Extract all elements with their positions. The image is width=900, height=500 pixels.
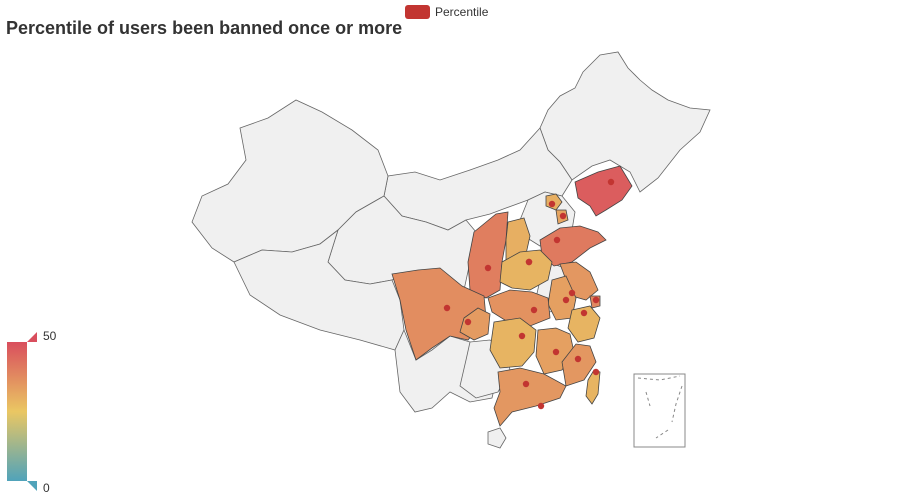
province-taiwan[interactable] [585,369,601,405]
inset-frame [633,373,686,448]
marker-guangdong[interactable] [522,380,530,388]
province-sichuan[interactable] [391,267,487,361]
marker-shanghai[interactable] [592,296,600,304]
region-northeast [539,51,711,193]
marker-beijing[interactable] [548,200,556,208]
region-hainan [487,427,507,449]
marker-jiangxi[interactable] [552,348,560,356]
marker-hubei[interactable] [530,306,538,314]
marker-fujian[interactable] [574,355,582,363]
marker-tianjin[interactable] [559,212,567,220]
marker-hunan[interactable] [518,332,526,340]
province-hubei[interactable] [487,289,551,327]
marker-shaanxi[interactable] [484,264,492,272]
scale-max-handle[interactable] [27,332,37,342]
region-tibet [233,228,405,351]
chart-title: Percentile of users been banned once or … [6,18,403,38]
marker-shandong[interactable] [553,236,561,244]
marker-hong-kong[interactable] [537,402,545,410]
marker-sichuan[interactable] [443,304,451,312]
marker-liaoning[interactable] [607,178,615,186]
marker-jiangsu[interactable] [568,289,576,297]
nine-dash-line [637,375,683,439]
marker-zhejiang[interactable] [580,309,588,317]
province-layer [391,165,633,427]
province-henan[interactable] [499,249,553,291]
legend-label: Percentile [435,5,489,19]
province-chongqing[interactable] [459,307,491,341]
color-scale-bar [7,342,27,481]
marker-chongqing[interactable] [464,318,472,326]
scale-max-label: 50 [43,329,57,343]
south-china-sea-inset [633,373,686,448]
visual-map-scale[interactable] [7,332,37,491]
province-hunan[interactable] [489,317,537,369]
marker-anhui[interactable] [562,296,570,304]
scale-min-label: 0 [43,481,50,495]
scale-min-handle[interactable] [27,481,37,491]
province-guangdong[interactable] [493,367,567,427]
legend-swatch [405,5,430,19]
marker-layer [443,178,615,410]
province-liaoning[interactable] [574,165,633,217]
legend-item-percentile[interactable]: Percentile [405,4,488,20]
marker-taiwan[interactable] [592,368,600,376]
base-land [191,51,711,449]
province-shaanxi[interactable] [467,211,509,299]
marker-henan[interactable] [525,258,533,266]
province-zhejiang[interactable] [567,305,601,343]
